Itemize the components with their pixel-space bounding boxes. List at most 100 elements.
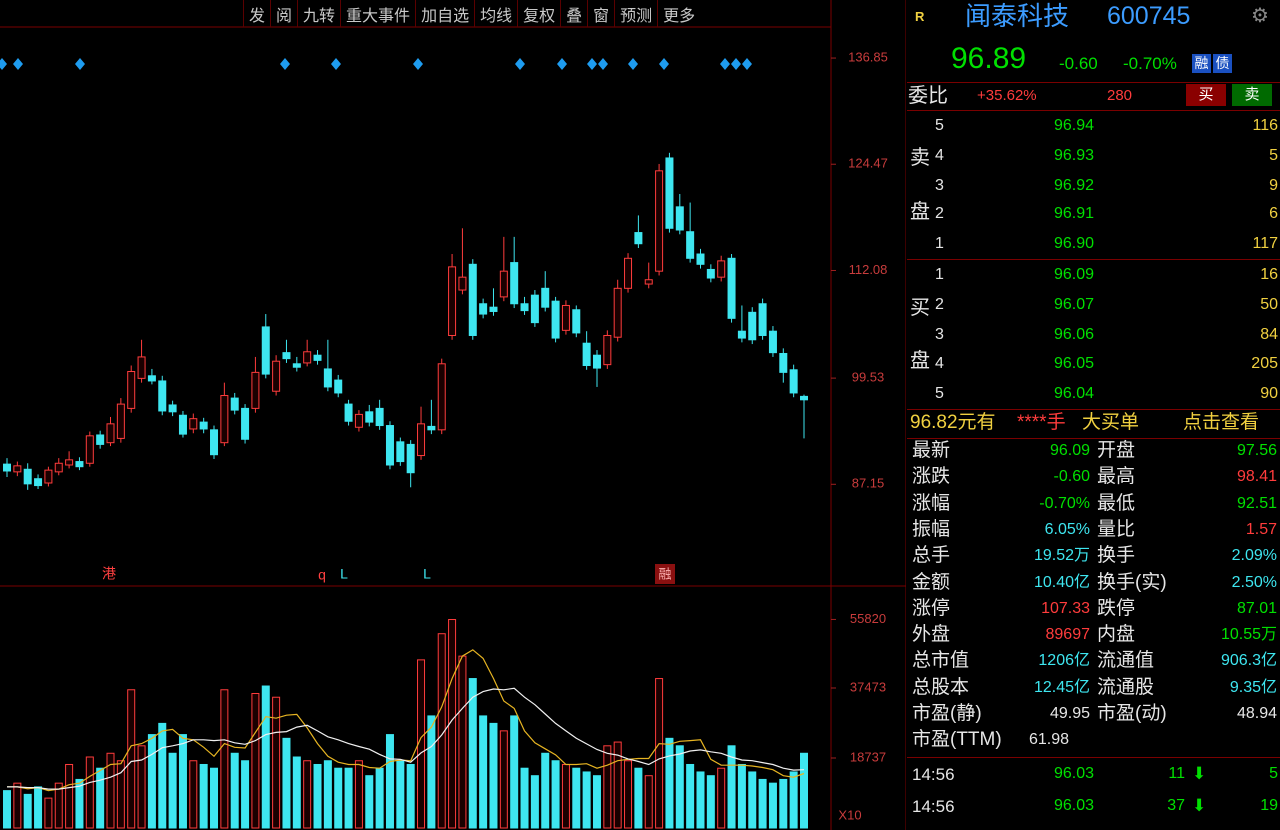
trade-volume: 11: [1168, 765, 1185, 782]
candle-body: [696, 253, 705, 265]
trade-time: 14:56: [912, 765, 955, 784]
candle-body: [727, 257, 736, 319]
volume-bar: [375, 767, 384, 829]
volume-bar: [210, 767, 219, 829]
candle-body: [282, 352, 291, 360]
book-price: 96.90: [1053, 235, 1094, 252]
quote-value: -0.60: [1053, 468, 1090, 486]
volume-bar: [458, 655, 467, 829]
quote-label: 金额: [912, 571, 951, 593]
quote-label: 最高: [1097, 466, 1136, 488]
trade-arrow: ⬇: [1192, 796, 1207, 815]
volume-bar: [354, 760, 363, 829]
sell-button[interactable]: 卖: [1232, 84, 1272, 106]
volume-bar: [696, 771, 705, 829]
volume-bar: [365, 775, 374, 829]
quote-value: 2.09%: [1231, 547, 1277, 565]
moving-average-line: [7, 649, 805, 792]
toolbar-button[interactable]: 阅: [270, 0, 297, 27]
toolbar-button[interactable]: 重大事件: [340, 0, 415, 27]
diamond: [0, 58, 752, 70]
book-price: 96.92: [1053, 177, 1094, 194]
quote-value: 48.94: [1236, 705, 1277, 722]
candle-body: [634, 232, 643, 245]
candle-body: [427, 425, 436, 431]
toolbar-button[interactable]: 叠: [560, 0, 587, 27]
book-level: 1: [935, 235, 944, 252]
candle-body: [582, 342, 591, 367]
candle-body: [85, 435, 94, 464]
toolbar-button[interactable]: 九转: [297, 0, 340, 27]
book-level: 2: [935, 205, 944, 222]
volume-bar: [768, 782, 777, 829]
book-level: 4: [935, 147, 944, 164]
candle-body: [644, 279, 653, 285]
quote-label: 市盈(静): [912, 703, 982, 724]
volume-bar: [427, 715, 436, 829]
big-order-text[interactable]: 点击查看: [1183, 412, 1260, 433]
volume-bar: [230, 752, 239, 829]
candle-body: [561, 304, 570, 331]
event-label: L: [423, 566, 431, 582]
candle-body: [303, 351, 312, 364]
volume-bar: [23, 793, 32, 829]
candle-body: [468, 263, 477, 336]
volume-bar: [241, 760, 250, 829]
candle-body: [530, 294, 539, 324]
quote-label: 最新: [912, 440, 951, 461]
candle-body: [261, 326, 270, 375]
candle-body: [168, 404, 177, 413]
toolbar-button[interactable]: 发: [243, 0, 270, 27]
book-side-label: 盘: [910, 350, 930, 372]
candle-body: [800, 395, 808, 401]
trade-time: 14:56: [912, 797, 955, 816]
candle-body: [737, 330, 746, 339]
stock-code: 600745: [1107, 2, 1191, 30]
book-volume: 5: [1269, 147, 1278, 164]
quote-value: 61.98: [1029, 731, 1070, 749]
volume-bar: [54, 782, 63, 829]
toolbar-button[interactable]: 更多: [657, 0, 700, 27]
quote-value: 89697: [1045, 626, 1091, 644]
candle-body: [34, 478, 43, 487]
candle-body: [603, 334, 612, 366]
buy-button[interactable]: 买: [1186, 84, 1226, 106]
quote-label: 流通值: [1097, 650, 1155, 672]
toolbar-button[interactable]: 加自选: [415, 0, 474, 27]
toolbar-button[interactable]: 预测: [614, 0, 657, 27]
book-price: 96.91: [1053, 205, 1094, 222]
trade-arrow: ⬇: [1192, 764, 1207, 783]
volume-bar: [334, 767, 343, 829]
volume-bar: [168, 752, 177, 829]
candle-body: [706, 268, 715, 279]
quote-label: 换手: [1097, 545, 1136, 567]
candle-body: [116, 403, 125, 439]
candle-body: [385, 425, 394, 466]
y-tick-label: 87.15: [852, 476, 885, 491]
volume-bar: [510, 715, 519, 829]
candle-body: [313, 354, 322, 361]
book-level: 3: [935, 326, 944, 343]
trade-count: 5: [1269, 765, 1278, 782]
volume-bar: [479, 715, 488, 829]
order-ratio-label: 委比: [908, 85, 948, 107]
volume-bar: [313, 763, 322, 829]
volume-bar: [344, 767, 353, 829]
book-volume: 116: [1252, 117, 1278, 134]
toolbar: 发阅九转 重大事件 加自选 均线 复权叠窗预测 更多: [243, 0, 831, 27]
toolbar-button[interactable]: 均线: [474, 0, 517, 27]
quote-value: 10.55万: [1220, 626, 1277, 644]
book-price: 96.05: [1053, 355, 1094, 372]
book-volume: 9: [1269, 177, 1278, 194]
book-level: 4: [935, 355, 944, 372]
volume-bar: [800, 752, 808, 829]
quote-label: 总股本: [912, 676, 970, 698]
toolbar-button[interactable]: 复权: [517, 0, 560, 27]
volume-bar: [448, 619, 457, 829]
toolbar-button[interactable]: 窗: [587, 0, 614, 27]
settings-icon[interactable]: ⚙: [1251, 5, 1269, 27]
quote-value: 87.01: [1236, 599, 1277, 617]
volume-bar: [592, 775, 601, 829]
quote-label: 市盈(动): [1097, 703, 1167, 724]
candle-body: [479, 303, 488, 315]
